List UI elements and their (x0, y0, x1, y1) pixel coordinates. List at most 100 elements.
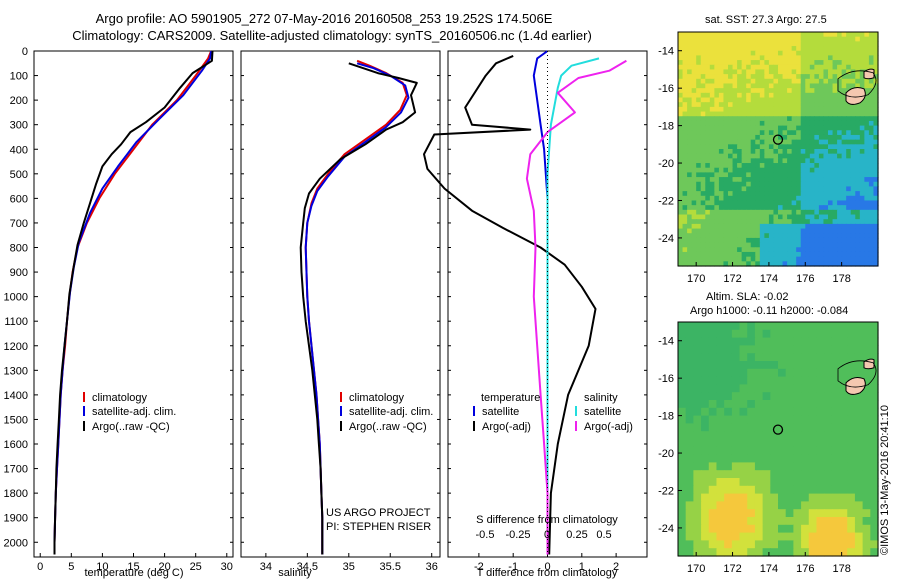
map-cell (782, 144, 788, 150)
map-cell (747, 485, 756, 495)
map-cell (823, 92, 829, 99)
map-cell (847, 501, 856, 510)
map-cell (859, 167, 865, 173)
map-cell (682, 78, 688, 85)
map-cell (855, 130, 861, 136)
map-cell (718, 83, 725, 89)
map-cell (759, 78, 765, 85)
map-cell (678, 462, 687, 471)
map-cell (764, 46, 770, 52)
map-cell (741, 69, 747, 75)
map-cell (808, 322, 818, 331)
map-cell (855, 83, 861, 89)
map-cell (737, 125, 743, 131)
map-cell (805, 228, 811, 234)
map-cell (782, 163, 788, 169)
map-cell (682, 116, 688, 122)
map-cell (831, 532, 841, 541)
x-tick-label: 25 (190, 561, 202, 573)
map-cell (691, 205, 697, 211)
map-cell (818, 237, 825, 244)
map-cell (793, 524, 802, 534)
map-cell (731, 400, 741, 409)
map-cell (796, 116, 802, 122)
map-cell (862, 478, 871, 487)
map-cell (841, 50, 847, 56)
map-cell (816, 485, 825, 495)
map-cell (824, 548, 833, 557)
legend-label: climatology (349, 392, 405, 404)
map-cell (687, 219, 693, 225)
map-cell (859, 153, 865, 159)
map-cell (716, 509, 725, 518)
series-line-argo-adj- (423, 54, 597, 555)
map-cell (818, 149, 825, 155)
map-cell (705, 88, 711, 94)
series-line-satellite (532, 50, 549, 555)
map-cell (750, 32, 756, 38)
map-cell (805, 195, 811, 202)
map-cell (801, 431, 810, 440)
map-cell (855, 237, 861, 244)
map-cell (846, 111, 852, 117)
map-cell (818, 116, 825, 122)
map-cell (678, 102, 684, 108)
map-cell (778, 322, 787, 331)
map-cell (800, 120, 806, 127)
map-cell (755, 83, 761, 89)
map-cell (837, 228, 843, 234)
map-cell (805, 92, 811, 99)
map-cell (859, 32, 865, 38)
map-cell (759, 191, 765, 197)
map-cell (764, 195, 770, 202)
map-cell (800, 134, 806, 141)
map-cell (716, 368, 725, 378)
map-cell (759, 36, 765, 42)
map-cell (723, 205, 729, 211)
plot-frame (240, 50, 441, 558)
map-cell (709, 261, 715, 267)
map-cell (731, 431, 741, 440)
map-cell (739, 353, 748, 362)
map-cell (696, 69, 702, 75)
map-cell (832, 125, 838, 131)
map-cell (828, 139, 834, 145)
map-cell (818, 134, 825, 141)
map-cell (750, 36, 756, 42)
map-cell (687, 186, 693, 192)
map-cell (709, 92, 715, 99)
map-cell (873, 195, 879, 202)
map-cell (847, 485, 856, 495)
map-cell (764, 139, 770, 145)
map-cell (800, 233, 806, 239)
map-cell (700, 261, 706, 267)
map-cell (859, 50, 865, 56)
map-cell (809, 83, 815, 89)
map-cell (687, 158, 693, 164)
map-cell (808, 454, 818, 463)
map-cell (728, 144, 734, 150)
map-cell (782, 102, 788, 108)
map-cell (714, 181, 720, 188)
map-cell (839, 353, 848, 362)
map-cell (850, 256, 856, 262)
map-cell (778, 83, 784, 89)
map-cell (768, 88, 775, 94)
map-cell (846, 158, 852, 164)
map-cell (846, 167, 852, 173)
map-cell (778, 64, 784, 71)
map-cell (705, 237, 711, 244)
map-cell (759, 223, 765, 230)
map-cell (808, 361, 818, 370)
map-cell (750, 223, 756, 230)
map-cell (793, 392, 802, 401)
map-cell (818, 97, 825, 103)
map-cell (705, 158, 711, 164)
map-cell (873, 200, 879, 206)
map-cell (678, 261, 684, 267)
map-cell (868, 139, 875, 145)
map-cell (678, 172, 684, 178)
map-cell (701, 454, 710, 463)
map-cell (687, 181, 693, 188)
map-cell (708, 322, 718, 331)
